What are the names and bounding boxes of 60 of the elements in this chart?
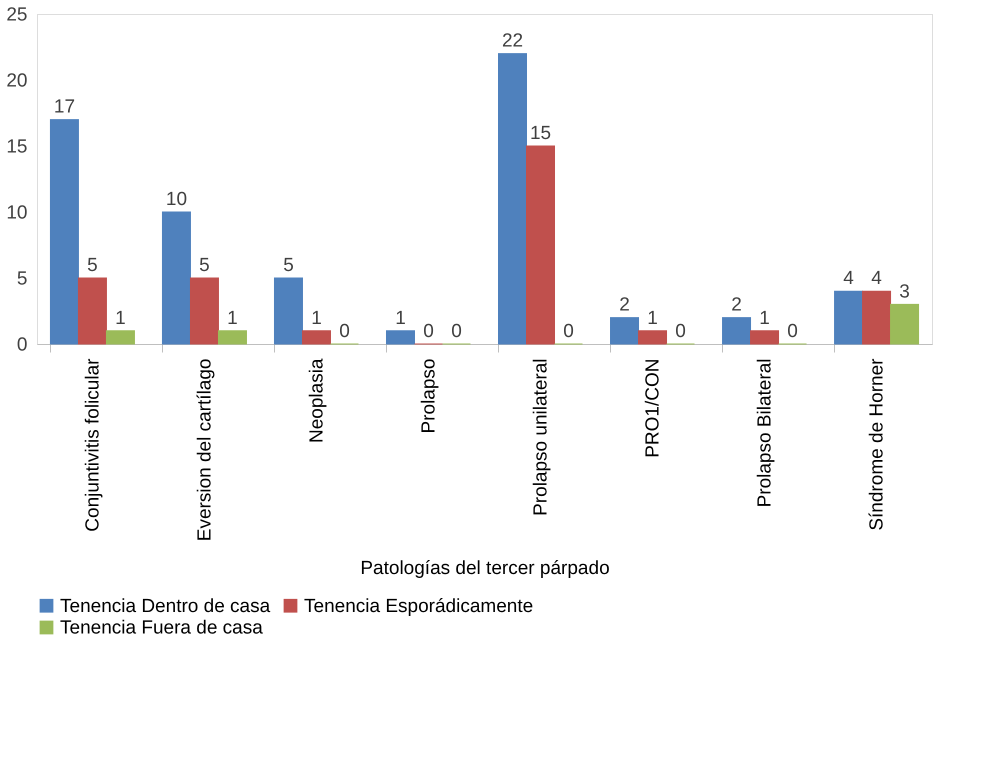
bar [834, 290, 864, 344]
data-label: 2 [731, 294, 742, 316]
data-label: 0 [339, 321, 350, 342]
data-label: 5 [199, 255, 210, 276]
y-tick-label: 25 [6, 4, 28, 26]
data-label: 0 [563, 321, 574, 342]
bar [722, 317, 752, 344]
data-label: 10 [166, 189, 188, 210]
bar [50, 119, 79, 344]
bar [610, 317, 640, 344]
x-tick-label: Conjuntivitis folicular [82, 358, 104, 532]
data-label: 1 [647, 308, 658, 329]
bar [638, 330, 668, 344]
x-tick-label: Prolapso [418, 358, 440, 434]
x-axis-title: Patologías del tercer párpado [360, 558, 610, 580]
y-tick-label: 20 [6, 70, 28, 92]
x-tick-label: Prolapso unilateral [530, 358, 552, 516]
bar [890, 304, 920, 344]
data-label: 5 [87, 255, 98, 276]
bar [218, 330, 247, 344]
bar [274, 278, 303, 344]
data-label: 1 [311, 308, 322, 329]
data-label: 15 [530, 123, 552, 144]
data-label: 4 [871, 268, 882, 290]
y-tick-label: 10 [6, 202, 28, 224]
bar [106, 330, 135, 344]
bar [386, 330, 415, 344]
data-label: 0 [423, 321, 434, 342]
data-label: 1 [395, 308, 406, 329]
data-label: 1 [115, 308, 126, 329]
bar [78, 278, 107, 344]
data-label: 0 [675, 321, 686, 342]
legend-label: Tenencia Fuera de casa [60, 618, 264, 638]
y-tick-label: 5 [16, 268, 28, 290]
bar [750, 330, 780, 344]
data-label: 0 [787, 321, 798, 342]
bar [302, 330, 331, 344]
legend-label: Tenencia Esporádicamente [304, 596, 534, 617]
data-label: 17 [54, 96, 76, 118]
x-tick-label: Eversion del cartílago [194, 358, 216, 542]
bar [162, 212, 191, 344]
bar [526, 146, 556, 344]
y-tick-label: 0 [16, 334, 28, 356]
data-label: 5 [283, 255, 294, 276]
bar [498, 53, 528, 344]
data-label: 22 [502, 30, 524, 52]
bar [190, 278, 219, 344]
data-label: 4 [843, 268, 854, 290]
data-label: 3 [899, 281, 910, 302]
data-label: 1 [227, 308, 238, 329]
y-tick-label: 15 [6, 136, 28, 158]
x-tick-label: Prolapso Bilateral [754, 358, 776, 508]
bar [862, 290, 892, 344]
data-label: 2 [619, 294, 630, 316]
x-tick-label: PRO1/CON [642, 358, 664, 458]
data-label: 0 [451, 321, 462, 342]
x-tick-label: Síndrome de Horner [866, 358, 888, 531]
x-tick-label: Neoplasia [306, 358, 328, 443]
data-label: 1 [759, 308, 770, 329]
legend-label: Tenencia Dentro de casa [60, 596, 271, 617]
